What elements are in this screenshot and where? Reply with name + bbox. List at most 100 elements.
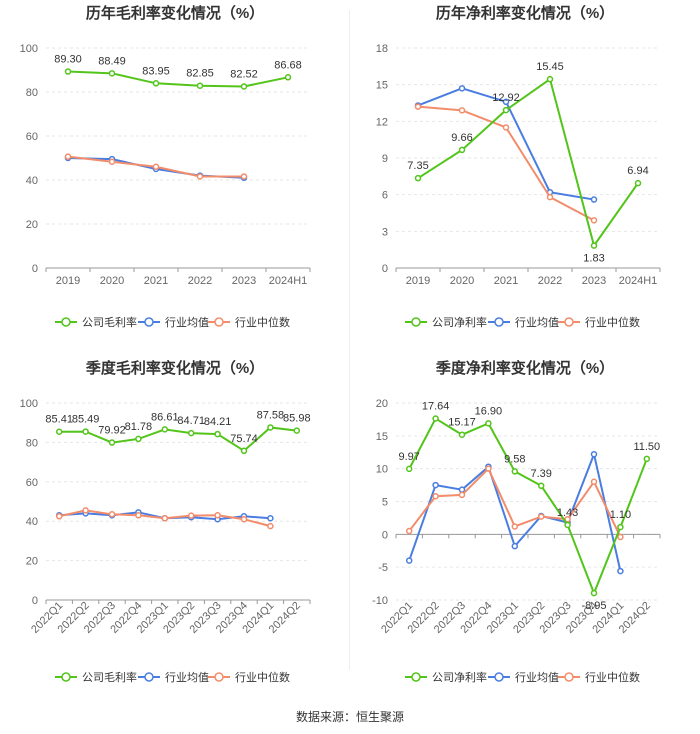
y-tick-label: 0: [382, 529, 388, 541]
data-point: [267, 522, 274, 530]
data-point: [634, 179, 642, 187]
y-tick-label: 0: [32, 595, 38, 607]
legend-item[interactable]: 公司净利率: [405, 315, 487, 329]
y-tick-label: 0: [382, 263, 388, 275]
legend-item[interactable]: 行业均值: [138, 671, 209, 684]
y-tick-label: 10: [376, 464, 388, 476]
data-point: [414, 174, 422, 182]
y-tick-label: -5: [378, 562, 388, 574]
y-tick-label: 5: [382, 497, 388, 509]
y-tick-label: 15: [376, 80, 388, 92]
y-tick-label: 80: [26, 437, 38, 449]
legend-item[interactable]: 行业均值: [138, 316, 209, 329]
data-label: 16.90: [475, 405, 503, 417]
data-point: [590, 478, 598, 486]
legend-item[interactable]: 行业中位数: [208, 315, 290, 329]
y-tick-label: 60: [26, 131, 38, 143]
data-point: [458, 486, 466, 493]
data-label: 1.10: [610, 509, 631, 521]
data-label: 9.66: [451, 132, 472, 144]
legend-label: 行业均值: [165, 316, 209, 329]
data-point: [537, 513, 545, 520]
series-line: [408, 417, 648, 596]
legend-item[interactable]: 行业均值: [488, 316, 559, 329]
y-tick-label: 12: [376, 116, 388, 128]
data-point: [590, 242, 598, 249]
y-tick-label: 60: [26, 477, 38, 489]
x-tick-label: 2023: [232, 275, 256, 287]
data-point: [161, 514, 169, 522]
x-tick-label: 2019: [56, 275, 80, 287]
data-point: [590, 217, 598, 224]
data-point: [214, 512, 221, 519]
data-point: [432, 492, 439, 500]
chart-panel-quarterly-gross-margin: 季度毛利率变化情况（%） 0 20 40 60 80 100 2022Q1 2022Q2 2022…: [0, 355, 350, 710]
y-tick-label: 40: [26, 516, 38, 528]
y-tick-label: 20: [26, 556, 38, 568]
data-point: [643, 455, 651, 463]
data-point: [82, 507, 89, 514]
data-point: [240, 515, 248, 523]
legend-item[interactable]: 行业中位数: [558, 670, 640, 684]
x-tick-label: 2019: [406, 275, 430, 287]
x-tick-label: 2020: [450, 275, 474, 287]
data-label: 11.50: [633, 441, 660, 453]
data-label: 85.98: [283, 413, 311, 425]
data-point: [546, 75, 554, 83]
x-tick-label: 2020: [100, 275, 124, 287]
data-point: [502, 124, 510, 131]
data-point: [64, 153, 72, 160]
data-point: [152, 163, 160, 171]
legend-label: 公司净利率: [432, 315, 487, 329]
data-label: 81.78: [125, 421, 153, 433]
legend-label: 公司毛利率: [82, 670, 137, 684]
legend-label: 行业均值: [165, 671, 209, 684]
data-point: [414, 103, 422, 110]
data-point: [187, 512, 195, 519]
data-label: 9.97: [398, 451, 419, 463]
legend-item[interactable]: 公司毛利率: [55, 315, 137, 329]
x-tick-label: 2021: [144, 275, 168, 287]
data-point: [405, 527, 413, 535]
data-point: [55, 513, 63, 520]
series-line: [67, 70, 289, 88]
legend-item[interactable]: 行业均值: [488, 671, 559, 684]
y-tick-label: 20: [376, 398, 388, 410]
legend-item[interactable]: 公司毛利率: [55, 670, 137, 684]
data-point: [590, 589, 598, 597]
data-label: 79.92: [98, 425, 126, 437]
legend-item[interactable]: 行业中位数: [558, 315, 640, 329]
data-point: [511, 523, 519, 530]
chart-title: 季度净利率变化情况（%）: [436, 359, 614, 377]
x-tick-label: 2024H1: [619, 275, 658, 287]
legend-label: 行业均值: [515, 316, 559, 329]
data-label: 88.49: [98, 55, 126, 67]
data-point: [108, 511, 116, 518]
chart-title: 历年净利率变化情况（%）: [436, 4, 614, 22]
data-point: [617, 533, 624, 541]
panel-divider: [349, 10, 350, 670]
data-point: [267, 514, 274, 522]
data-point: [502, 106, 510, 114]
data-point: [458, 85, 466, 92]
y-tick-label: 9: [382, 153, 388, 165]
series-line: [417, 77, 639, 248]
data-point: [240, 83, 248, 90]
data-point: [485, 420, 492, 427]
data-label: 15.45: [536, 61, 564, 73]
data-point: [82, 428, 89, 435]
legend-item[interactable]: 公司净利率: [405, 670, 487, 684]
data-point: [161, 426, 169, 433]
data-point: [502, 98, 510, 106]
data-label: 84.71: [177, 415, 205, 427]
x-tick-label: 2023: [582, 275, 606, 287]
legend-label: 公司净利率: [432, 670, 487, 684]
data-point: [64, 68, 72, 75]
data-point: [187, 429, 195, 437]
y-tick-label: 18: [376, 43, 388, 55]
data-point: [135, 435, 142, 443]
chart-svg: 季度毛利率变化情况（%）0204060801002022Q12022Q22022…: [20, 359, 311, 684]
legend-item[interactable]: 行业中位数: [208, 670, 290, 684]
data-label: 6.94: [627, 165, 648, 177]
x-tick-label: 2021: [494, 275, 518, 287]
